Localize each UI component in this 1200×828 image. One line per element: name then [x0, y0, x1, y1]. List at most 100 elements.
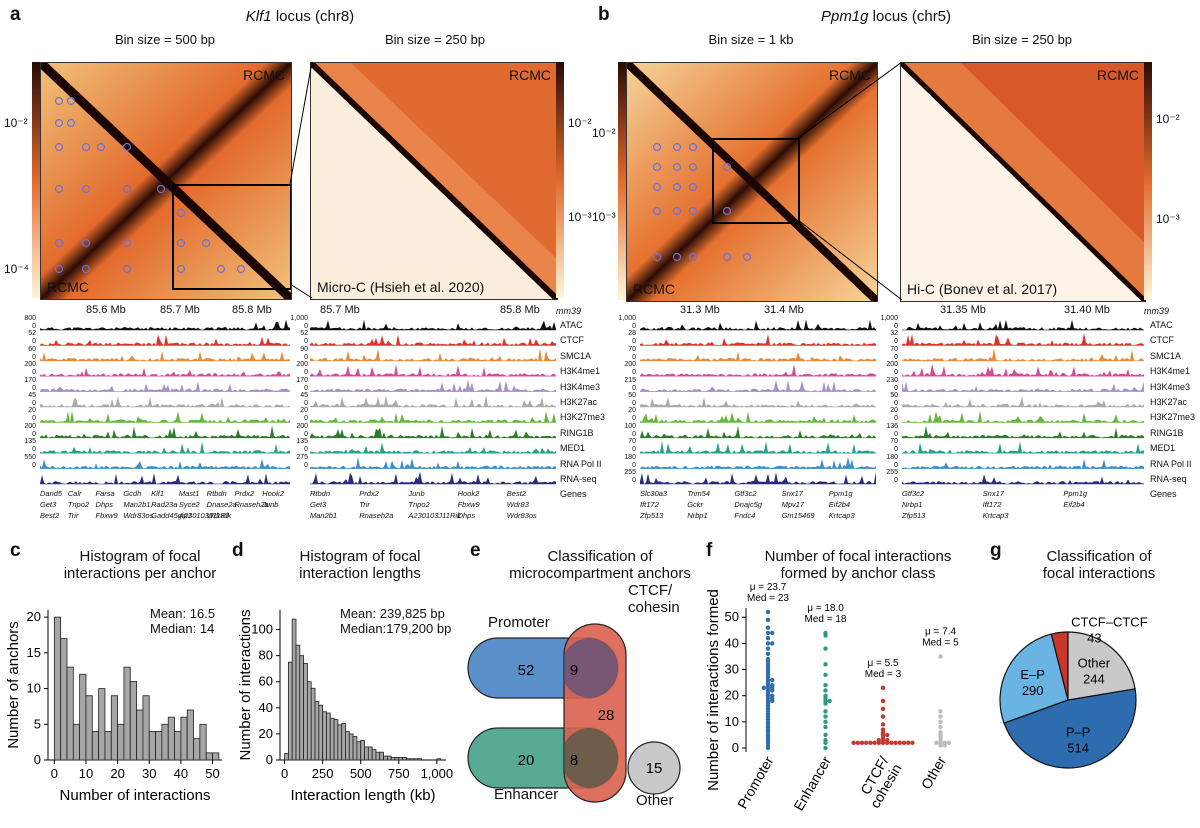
pie-slice-value: 514 [1067, 741, 1089, 756]
dot-point [880, 685, 886, 691]
histogram-bar [356, 741, 362, 761]
track-scale-value: 0 [632, 461, 636, 469]
track-scale-value: 20 [28, 407, 36, 415]
histogram-bar [398, 756, 403, 761]
venn-promoter-ctcf-count: 9 [570, 662, 578, 679]
panel-b-right-top-label: RCMC [1097, 67, 1139, 83]
dot-point [938, 743, 943, 748]
panel-b-left-colorbar [618, 62, 626, 300]
signal-track [640, 334, 876, 346]
dot-point [897, 740, 902, 745]
histogram-bar [136, 709, 144, 761]
track-scale-value: 136 [886, 422, 898, 430]
dot-point [823, 745, 828, 751]
histogram-bar [284, 753, 289, 761]
dot-point [910, 740, 915, 745]
histogram-bar [360, 740, 365, 761]
gene-label: Mast1 [178, 489, 200, 498]
signal-track [310, 319, 556, 330]
dot-point [770, 688, 775, 693]
pie-slice-label: E–P [1020, 667, 1045, 682]
group-mean-label: μ = 7.4 [925, 626, 956, 637]
track-scale-value: 135 [24, 438, 36, 446]
track-scale-value: 275 [296, 453, 308, 461]
panel-c-title: Histogram of focal interactions per ancho… [63, 548, 217, 582]
histogram-bar [383, 755, 388, 761]
histogram-bar [307, 681, 312, 761]
track-name: RNA Pol II [1150, 458, 1192, 469]
gene-label: Ppm1g [828, 489, 853, 498]
track-scale-value: 0 [304, 446, 308, 454]
gene-label: Dhps [457, 511, 476, 520]
panel-b-right-contact-map: RCMC Hi-C (Bonev et al. 2017) [900, 62, 1146, 302]
panel-b-left-bin: Bin size = 1 kb [708, 32, 794, 47]
track-scale-value: 0 [304, 353, 308, 361]
dot-point [938, 724, 943, 730]
panel-b-right-tick-2: 31.40 Mb [1064, 304, 1110, 316]
track-name: RNA Pol II [560, 458, 602, 469]
dot-point [880, 706, 886, 711]
panel-a-left-tick-2: 85.7 Mb [160, 304, 200, 316]
gene-label: Mpv17 [781, 500, 805, 509]
signal-track [40, 458, 290, 469]
signal-track [310, 411, 556, 423]
dot-point [906, 740, 911, 745]
panel-a-left-bin: Bin size = 500 bp [114, 32, 216, 47]
y-tick-label: 40 [725, 635, 739, 650]
track-scale-value: 200 [24, 422, 36, 430]
track-scale-value: 0 [304, 323, 308, 330]
signal-track [902, 410, 1144, 423]
panel-b-right-colorbar [1144, 62, 1152, 300]
dot-point [859, 740, 865, 745]
venn-enhancer-label: Enhancer [494, 786, 559, 803]
histogram-bar [375, 751, 381, 761]
panel-d-label: d [232, 540, 244, 561]
histogram-bar [333, 719, 339, 761]
panel-b-right-tick-1: 31.35 Mb [940, 304, 986, 316]
panel-a-dot-annotations [54, 96, 246, 274]
group-median-label: Med = 23 [747, 593, 789, 604]
track-scale-value: 0 [32, 415, 36, 423]
x-tick-label: 1,000 [421, 766, 454, 781]
panel-a-left-tick-1: 85.6 Mb [86, 304, 126, 316]
track-scale-value: 0 [632, 353, 636, 361]
panel-a-right-top-label: RCMC [509, 67, 551, 83]
dot-point [823, 724, 828, 730]
track-scale-value: 0 [632, 369, 636, 377]
gene-label: Junb [408, 489, 425, 498]
group-mean-label: μ = 23.7 [750, 582, 787, 593]
panel-b-left-tick-2: 31.4 Mb [764, 304, 804, 316]
signal-track [902, 319, 1144, 330]
dot-point [823, 646, 828, 651]
gene-label: Rtbdn [206, 489, 227, 498]
track-scale-value: 170 [296, 376, 308, 384]
group-median-label: Med = 18 [805, 614, 847, 625]
panel-b-left-tracks [640, 319, 876, 485]
group-label: Promoter [734, 753, 777, 811]
dot-point [823, 688, 828, 693]
x-tick-label: 30 [142, 766, 156, 781]
panel-b-left-top-label: RCMC [829, 67, 871, 83]
gene-label: Gadd45gip1 [151, 511, 192, 520]
x-tick-label: 10 [79, 766, 93, 781]
track-scale-value: 255 [886, 469, 898, 476]
gene-label: Tnpo2 [408, 500, 430, 509]
signal-track [40, 319, 290, 330]
y-tick-label: 0 [732, 740, 739, 755]
signal-track [40, 367, 290, 377]
dot-point [872, 740, 877, 745]
panel-a-title: Klf1 locus (chr8) [245, 8, 355, 25]
gene-label: Rnaseh2a [359, 511, 394, 520]
signal-track [640, 440, 876, 454]
track-scale-value: 170 [24, 376, 36, 384]
track-scale-value: 0 [32, 369, 36, 377]
panel-d-histogram: 0 20 40 60 80 100 0 250 500 750 1,000 Interaction l… [237, 610, 454, 804]
track-scale-value: 0 [632, 477, 636, 484]
panel-f-label: f [706, 540, 713, 561]
signal-track [640, 425, 876, 438]
track-name: ATAC [560, 320, 583, 330]
gene-label: Slc30a3 [640, 489, 668, 498]
panel-b-label: b [598, 4, 610, 25]
panel-a-right-tracks [310, 319, 556, 485]
venn-enhancer-count: 20 [518, 752, 535, 769]
